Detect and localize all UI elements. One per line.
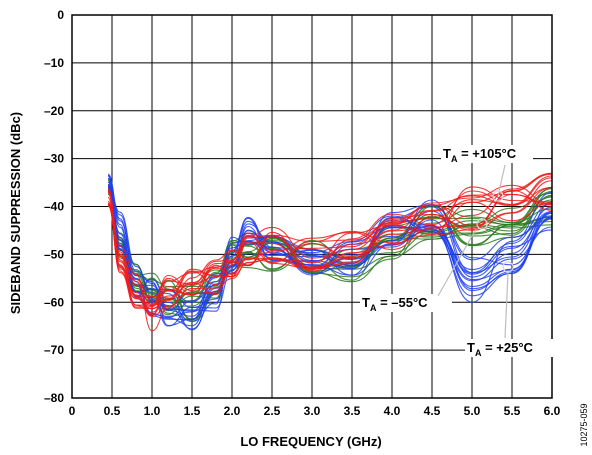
x-tick-label: 0 xyxy=(69,404,76,418)
series-line-p25 xyxy=(107,184,553,317)
y-tick-labels: 0 –10 –20 –30 –40 –50 –60 –70 –80 xyxy=(44,8,64,405)
annotation-p105: TA = +105°C xyxy=(441,145,533,202)
x-axis-title: LO FREQUENCY (GHz) xyxy=(240,434,381,449)
series-line-p105 xyxy=(107,201,553,298)
y-axis-title: SIDEBAND SUPPRESSION (dBc) xyxy=(8,112,23,314)
figure-id: 10275-059 xyxy=(579,403,589,446)
x-tick-label: 5.0 xyxy=(464,404,481,418)
data-curves xyxy=(107,172,553,332)
y-tick-label: –20 xyxy=(44,104,64,118)
x-tick-label: 5.5 xyxy=(504,404,521,418)
annotation-leader xyxy=(437,228,477,297)
annotation-marker xyxy=(476,218,488,230)
series-line-p105 xyxy=(107,186,553,316)
x-tick-label: 2.0 xyxy=(224,404,241,418)
y-tick-label: –10 xyxy=(44,56,64,70)
x-tick-label: 3.0 xyxy=(304,404,321,418)
annotations: TA = +105°C TA = –55°C TA = +25°C xyxy=(360,145,557,358)
y-tick-label: –50 xyxy=(44,247,64,261)
series-line-p105 xyxy=(107,184,553,316)
x-tick-label: 1.0 xyxy=(144,404,161,418)
x-tick-label: 0.5 xyxy=(104,404,121,418)
x-tick-label: 3.5 xyxy=(344,404,361,418)
x-tick-label: 6.0 xyxy=(544,404,561,418)
x-tick-label: 1.5 xyxy=(184,404,201,418)
annotation-marker xyxy=(502,261,514,273)
series-line-p105 xyxy=(107,191,553,310)
annotation-label: TA = +105°C xyxy=(443,146,517,164)
y-tick-label: 0 xyxy=(57,8,64,22)
y-tick-label: –60 xyxy=(44,295,64,309)
annotation-marker xyxy=(492,190,504,202)
y-tick-label: –70 xyxy=(44,343,64,357)
y-tick-label: –30 xyxy=(44,152,64,166)
plot-frame xyxy=(71,14,553,399)
annotation-neg55: TA = –55°C xyxy=(360,218,488,313)
x-tick-label: 4.5 xyxy=(424,404,441,418)
x-tick-label: 4.0 xyxy=(384,404,401,418)
annotation-leader xyxy=(504,272,509,339)
x-tick-label: 2.5 xyxy=(264,404,281,418)
annotation-label: TA = –55°C xyxy=(362,295,428,313)
series-line-neg55 xyxy=(107,179,553,288)
y-tick-label: –40 xyxy=(44,200,64,214)
annotation-background xyxy=(465,339,557,357)
x-tick-labels: 0 0.5 1.0 1.5 2.0 2.5 3.0 3.5 4.0 4.5 5.0 5.5 6.0 xyxy=(69,404,561,418)
series-line-p105 xyxy=(107,177,553,308)
annotation-background xyxy=(441,145,533,163)
annotation-p25: TA = +25°C xyxy=(465,261,557,358)
annotation-background xyxy=(360,294,452,312)
series-line-p25 xyxy=(107,189,553,312)
y-tick-label: –80 xyxy=(44,391,64,405)
annotation-label: TA = +25°C xyxy=(467,340,534,358)
series-line-p25 xyxy=(107,181,553,323)
series-line-p105 xyxy=(107,189,553,313)
